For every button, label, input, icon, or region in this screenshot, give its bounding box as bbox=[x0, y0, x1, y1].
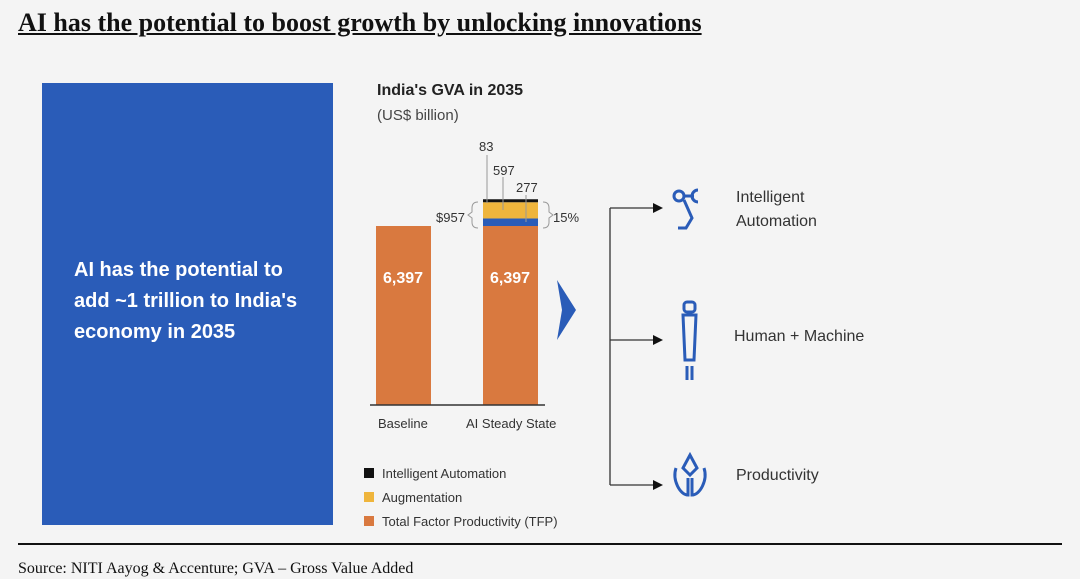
bar-segment bbox=[483, 202, 538, 219]
legend-item: Augmentation bbox=[364, 485, 558, 509]
highlight-text: AI has the potential to add ~1 trillion … bbox=[74, 259, 298, 343]
arrow-icon bbox=[653, 480, 663, 490]
bar-segment bbox=[376, 226, 431, 405]
bar-segment bbox=[483, 218, 538, 226]
human-machine-icon bbox=[681, 300, 698, 380]
bar-label-ai: 6,397 bbox=[490, 270, 531, 287]
connector-lines bbox=[609, 207, 655, 486]
bar-segment bbox=[483, 199, 538, 203]
robot-arm-icon bbox=[672, 188, 699, 230]
category-baseline: Baseline bbox=[378, 416, 428, 431]
legend-label: Augmentation bbox=[382, 489, 463, 505]
category-ai: AI Steady State bbox=[466, 416, 557, 431]
label-597: 597 bbox=[493, 163, 515, 178]
divider bbox=[18, 543, 1062, 545]
legend-swatch bbox=[364, 516, 374, 526]
highlight-panel bbox=[42, 83, 333, 525]
pct-label: 15% bbox=[553, 210, 580, 225]
legend-swatch bbox=[364, 492, 374, 502]
legend-item: Intelligent Automation bbox=[364, 461, 558, 485]
chart-title: India's GVA in 2035 bbox=[377, 82, 524, 99]
page-title: AI has the potential to boost growth by … bbox=[18, 8, 702, 37]
outcome-label: Automation bbox=[736, 213, 817, 230]
total-label: $957 bbox=[436, 210, 465, 225]
outcome-human-machine: Human + Machine bbox=[734, 328, 865, 345]
bar-segment bbox=[483, 226, 538, 405]
chart-subtitle: (US$ billion) bbox=[377, 107, 459, 124]
outcome-productivity: Productivity bbox=[736, 467, 819, 484]
outcome-automation: Intelligent Automation bbox=[736, 186, 817, 234]
arrow-icon bbox=[653, 203, 663, 213]
chevron-right-icon bbox=[557, 280, 576, 340]
legend-label: Total Factor Productivity (TFP) bbox=[382, 513, 558, 529]
label-277: 277 bbox=[516, 180, 538, 195]
arrow-icon bbox=[653, 335, 663, 345]
legend-item: Total Factor Productivity (TFP) bbox=[364, 509, 558, 533]
legend: Intelligent Automation Augmentation Tota… bbox=[364, 461, 558, 533]
label-83: 83 bbox=[479, 139, 494, 154]
legend-swatch bbox=[364, 468, 374, 478]
bar-label-baseline: 6,397 bbox=[383, 270, 424, 287]
outcome-label: Intelligent bbox=[736, 189, 805, 206]
lotus-icon bbox=[673, 451, 707, 497]
source-note: Source: NITI Aayog & Accenture; GVA – Gr… bbox=[18, 560, 414, 577]
legend-label: Intelligent Automation bbox=[382, 465, 507, 481]
